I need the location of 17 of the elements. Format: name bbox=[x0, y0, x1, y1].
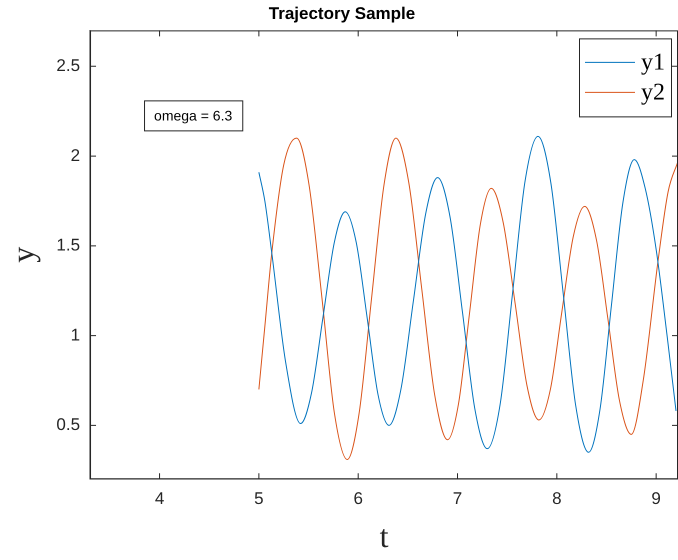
legend-label: y2 bbox=[641, 80, 665, 106]
x-tick-label: 5 bbox=[254, 489, 264, 508]
legend-label: y1 bbox=[641, 50, 665, 76]
x-tick-label: 7 bbox=[452, 489, 462, 508]
annotation: omega = 6.3 bbox=[154, 107, 232, 124]
y-tick-label: 2.5 bbox=[56, 56, 80, 75]
chart-title: Trajectory Sample bbox=[268, 4, 416, 23]
y-tick-label: 0.5 bbox=[56, 415, 80, 434]
y-tick-label: 1 bbox=[70, 325, 80, 344]
x-tick-label: 6 bbox=[353, 489, 363, 508]
y-tick-label: 1.5 bbox=[56, 236, 80, 255]
y-tick-label: 2 bbox=[70, 146, 80, 165]
y-axis-title: y bbox=[4, 246, 41, 263]
x-tick-label: 8 bbox=[552, 489, 562, 508]
x-tick-label: 9 bbox=[651, 489, 661, 508]
x-tick-label: 4 bbox=[154, 489, 164, 508]
x-axis-title: t bbox=[380, 518, 389, 554]
